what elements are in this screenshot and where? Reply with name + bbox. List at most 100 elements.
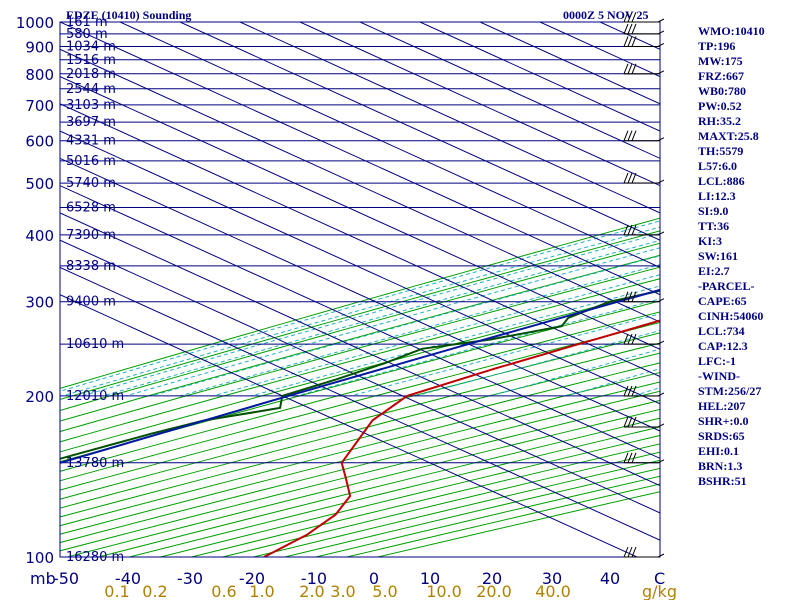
wind-barb-feather	[623, 130, 629, 141]
height-level-label: 3697 m	[66, 115, 116, 130]
index-line: CAPE:65	[698, 294, 747, 308]
index-line: SHR+:0.0	[698, 414, 749, 428]
wind-barb-feather	[623, 224, 629, 236]
height-level-label: 7390 m	[66, 228, 116, 243]
height-level-label: 1516 m	[66, 53, 116, 68]
wind-barb-feather	[623, 546, 629, 558]
temperature-profile	[263, 319, 660, 557]
height-level-label: 580 m	[66, 27, 108, 42]
wind-barb-feather	[631, 23, 637, 35]
parcel-profile	[60, 288, 660, 464]
index-line: SW:161	[698, 249, 739, 263]
temperature-tick-label: 30	[542, 569, 562, 588]
dry-adiabat-line	[60, 342, 660, 500]
index-line: FRZ:667	[698, 69, 744, 83]
index-line: EHI:0.1	[698, 444, 740, 458]
pressure-tick-label: 700	[25, 97, 54, 115]
sounding-datetime: 0000Z 5 NOV 25	[563, 8, 649, 22]
isotherm-line	[299, 22, 660, 187]
index-line: LCL:734	[698, 324, 745, 338]
index-line: STM:256/27	[698, 384, 762, 398]
moist-adiabat-line	[151, 255, 660, 397]
wind-barb-feather	[631, 63, 637, 75]
index-line: WB0:780	[698, 84, 746, 98]
profile-layer	[60, 288, 660, 557]
index-line: -PARCEL-	[698, 279, 755, 293]
moist-adiabat-line	[81, 233, 660, 397]
isotherm-line	[60, 266, 660, 541]
wind-barb-feather	[627, 385, 633, 397]
wind-barb-tick	[657, 298, 665, 303]
dry-adiabat-line	[60, 242, 660, 411]
isotherm-line	[179, 22, 660, 241]
wind-barb-feather	[627, 291, 633, 302]
index-line: KI:3	[698, 234, 722, 248]
temperature-tick-label: -50	[53, 569, 79, 588]
height-level-label: 9400 m	[66, 295, 116, 310]
wind-barb-feather	[623, 452, 629, 463]
height-level-label: 6528 m	[66, 201, 116, 216]
wind-barb-feather	[631, 11, 637, 23]
wind-barb-feather	[627, 23, 633, 35]
index-line: MW:175	[698, 54, 743, 68]
dry-adiabat-line	[60, 217, 660, 389]
pressure-tick-label: 500	[25, 175, 54, 193]
grid-layer	[60, 22, 660, 557]
isotherm-line	[60, 239, 660, 514]
mixing-ratio-unit-label: g/kg	[642, 582, 677, 600]
mixing-ratio-label: 2.0	[299, 582, 324, 600]
pressure-tick-label: 800	[25, 66, 54, 84]
index-line: WMO:10410	[698, 24, 765, 38]
wind-barb-tick	[657, 423, 665, 428]
index-line: MAXT:25.8	[698, 129, 759, 143]
isotherm-line	[60, 294, 638, 557]
index-line: LFC:-1	[698, 354, 736, 368]
height-level-label: 3103 m	[66, 98, 116, 113]
wind-barb-tick	[657, 553, 665, 558]
wind-barb-column	[623, 11, 665, 558]
index-line: RH:35.2	[698, 114, 741, 128]
dry-adiabat-line	[60, 289, 660, 453]
height-level-label: 161 m	[66, 15, 108, 30]
index-line: CINH:54060	[698, 309, 764, 323]
wind-barb-tick	[657, 459, 665, 464]
pressure-tick-label: 1000	[16, 14, 54, 32]
wind-barb-feather	[631, 333, 637, 345]
wind-barb-tick	[657, 43, 665, 47]
wind-barb-tick	[657, 18, 665, 23]
height-level-label: 1034 m	[66, 39, 116, 54]
pressure-tick-label: 400	[25, 227, 54, 245]
wind-barb-feather	[627, 11, 633, 23]
wind-barb-feather	[631, 291, 637, 302]
plot-frame	[59, 21, 661, 558]
isotherm-line	[60, 157, 660, 432]
wind-barb-feather	[631, 224, 637, 236]
dry-adiabat-line	[60, 362, 660, 518]
index-line: SRDS:65	[698, 429, 745, 443]
dry-adiabat-line	[60, 321, 660, 482]
pressure-tick-label: 200	[25, 388, 54, 406]
height-level-label: 2544 m	[66, 82, 116, 97]
temperature-tick-label: 10	[420, 569, 440, 588]
isotherm-line	[60, 75, 660, 350]
mixing-ratio-label: 20.0	[476, 582, 512, 600]
wind-barb-tick	[657, 179, 665, 184]
wind-barb-feather	[631, 385, 637, 397]
index-line: BSHR:51	[698, 474, 747, 488]
wind-barb-feather	[627, 333, 633, 345]
index-line: LI:12.3	[698, 189, 736, 203]
wind-barb-feather	[627, 546, 633, 558]
index-line: TP:196	[698, 39, 736, 53]
height-level-label: 10610 m	[66, 337, 124, 352]
index-line: TH:5579	[698, 144, 744, 158]
temperature-tick-label: -40	[115, 569, 141, 588]
mixing-ratio-label: 10.0	[426, 582, 462, 600]
wind-barb-feather	[623, 416, 629, 428]
height-level-label: 2018 m	[66, 67, 116, 82]
moist-adiabat-line	[102, 239, 660, 397]
dry-adiabat-line	[60, 230, 660, 401]
isotherm-line	[60, 103, 660, 378]
dry-adiabat-line	[60, 266, 660, 433]
mixing-ratio-label: 0.2	[142, 582, 167, 600]
